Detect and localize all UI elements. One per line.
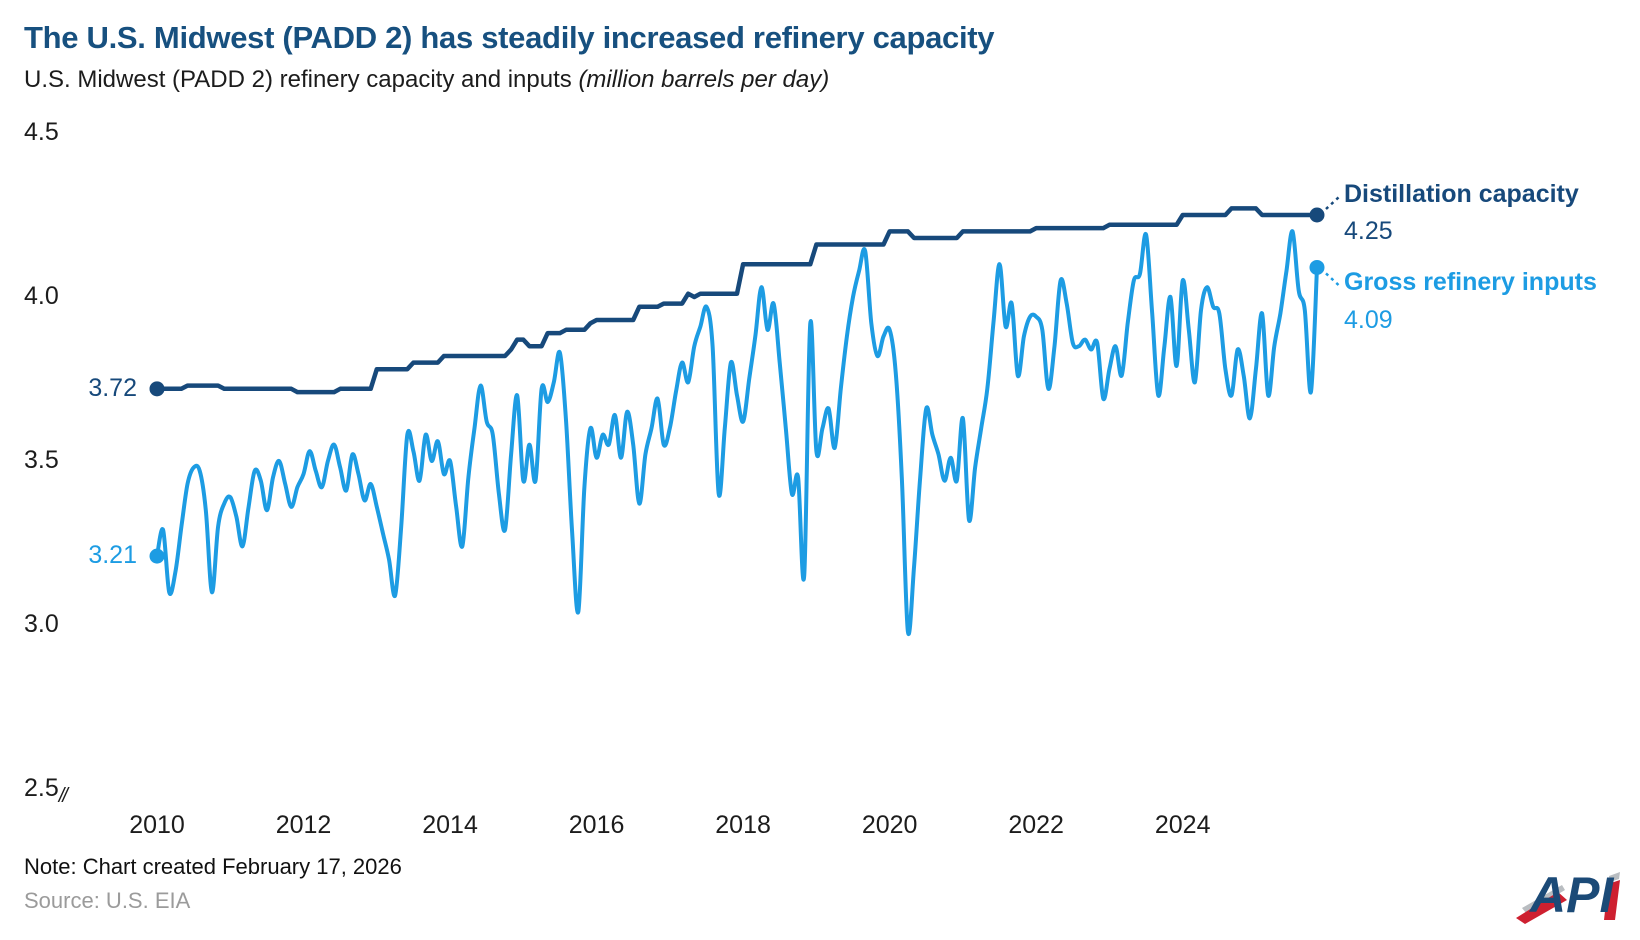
capacity-end-value-label: 4.25 xyxy=(1344,217,1393,245)
capacity-start-value-label: 3.72 xyxy=(88,374,137,402)
api-logo: API xyxy=(1516,867,1620,924)
chart-note: Note: Chart created February 17, 2026 xyxy=(24,854,402,879)
gross-refinery-inputs-line xyxy=(155,229,1319,637)
x-tick-label: 2016 xyxy=(568,811,625,839)
page-title: The U.S. Midwest (PADD 2) has steadily i… xyxy=(24,20,995,55)
y-axis-break-icon: // xyxy=(58,785,68,807)
page-subtitle: U.S. Midwest (PADD 2) refinery capacity … xyxy=(24,66,829,94)
subtitle-units: (million barrels per day) xyxy=(578,66,830,93)
y-tick-label: 4.5 xyxy=(24,118,59,146)
inputs-end-value-label: 4.09 xyxy=(1344,306,1393,334)
x-tick-label: 2014 xyxy=(422,811,478,839)
y-tick-label: 4.0 xyxy=(24,282,59,310)
subtitle-text: U.S. Midwest (PADD 2) refinery capacity … xyxy=(24,66,579,93)
x-tick-label: 2012 xyxy=(275,811,332,839)
chart-source: Source: U.S. EIA xyxy=(24,888,191,913)
series-end-dot xyxy=(1309,259,1325,275)
api-logo-red-wedge xyxy=(1604,880,1620,920)
inputs-start-value-label: 3.21 xyxy=(88,541,137,569)
x-tick-label: 2022 xyxy=(1008,811,1064,839)
legend-distillation-capacity: Distillation capacity xyxy=(1344,180,1579,208)
series-end-dot xyxy=(1309,207,1325,223)
api-logo-gray-sliver xyxy=(1609,872,1620,882)
y-tick-label: 3.5 xyxy=(24,446,59,474)
x-tick-label: 2010 xyxy=(129,811,185,839)
legend-gross-refinery-inputs: Gross refinery inputs xyxy=(1344,268,1597,296)
end-label-connector xyxy=(1325,196,1340,210)
x-tick-label: 2020 xyxy=(861,811,918,839)
api-logo-text: API xyxy=(1528,867,1614,923)
series-start-dot xyxy=(149,381,165,397)
api-logo-gray-stripe xyxy=(1522,885,1565,913)
y-tick-label: 3.0 xyxy=(24,610,59,638)
x-tick-label: 2018 xyxy=(715,811,771,839)
api-logo-red-swoosh xyxy=(1516,892,1567,924)
distillation-capacity-line xyxy=(154,206,1320,395)
x-tick-label: 2024 xyxy=(1154,811,1211,839)
y-tick-label: 2.5// xyxy=(24,774,68,807)
series-start-dot xyxy=(149,548,165,564)
end-label-connector xyxy=(1325,272,1340,287)
